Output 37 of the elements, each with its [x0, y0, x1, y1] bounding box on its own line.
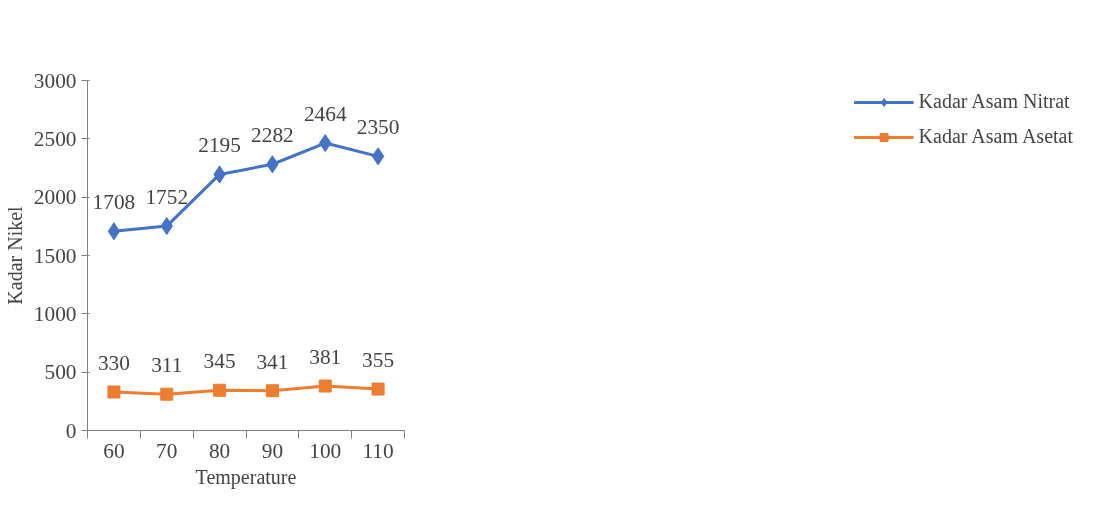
y-tick-label: 0 — [65, 418, 77, 443]
data-label: 2464 — [303, 102, 347, 127]
data-label: 345 — [203, 349, 236, 374]
y-tick-label: 1000 — [33, 301, 77, 326]
y-axis-title: Kadar Nikel — [3, 205, 26, 305]
x-axis-title: Temperature — [195, 465, 297, 489]
point — [107, 222, 121, 241]
data-label: 311 — [151, 353, 183, 378]
x-tick-label: 100 — [309, 438, 342, 463]
point — [160, 387, 174, 401]
legend-label: Kadar Asam Asetat — [918, 125, 1073, 148]
y-tick-label: 2500 — [33, 126, 77, 151]
y-tick-label: 500 — [44, 360, 77, 385]
y-tick-label: 3000 — [33, 68, 77, 93]
x-tick-label: 90 — [261, 438, 284, 463]
data-label: 1752 — [145, 185, 189, 210]
point — [107, 385, 121, 399]
x-tick-label: 70 — [156, 438, 178, 463]
point — [371, 147, 385, 166]
data-label: 330 — [97, 351, 130, 375]
data-label: 2282 — [251, 123, 294, 148]
x-tick-label: 110 — [362, 438, 394, 463]
point — [371, 382, 385, 396]
data-label: 355 — [362, 348, 395, 373]
data-label: 2350 — [356, 115, 400, 140]
legend-label: Kadar Asam Nitrat — [918, 90, 1070, 113]
x-tick-label: 60 — [103, 438, 125, 463]
point — [318, 379, 332, 393]
point — [265, 384, 279, 398]
x-tick-label: 80 — [208, 438, 231, 463]
y-tick-label: 1500 — [33, 243, 77, 268]
data-label: 381 — [309, 345, 342, 370]
data-label: 341 — [256, 349, 289, 374]
y-tick-label: 2000 — [33, 185, 77, 210]
data-label: 1708 — [92, 190, 136, 215]
data-label: 2195 — [198, 133, 241, 158]
point — [213, 383, 227, 397]
